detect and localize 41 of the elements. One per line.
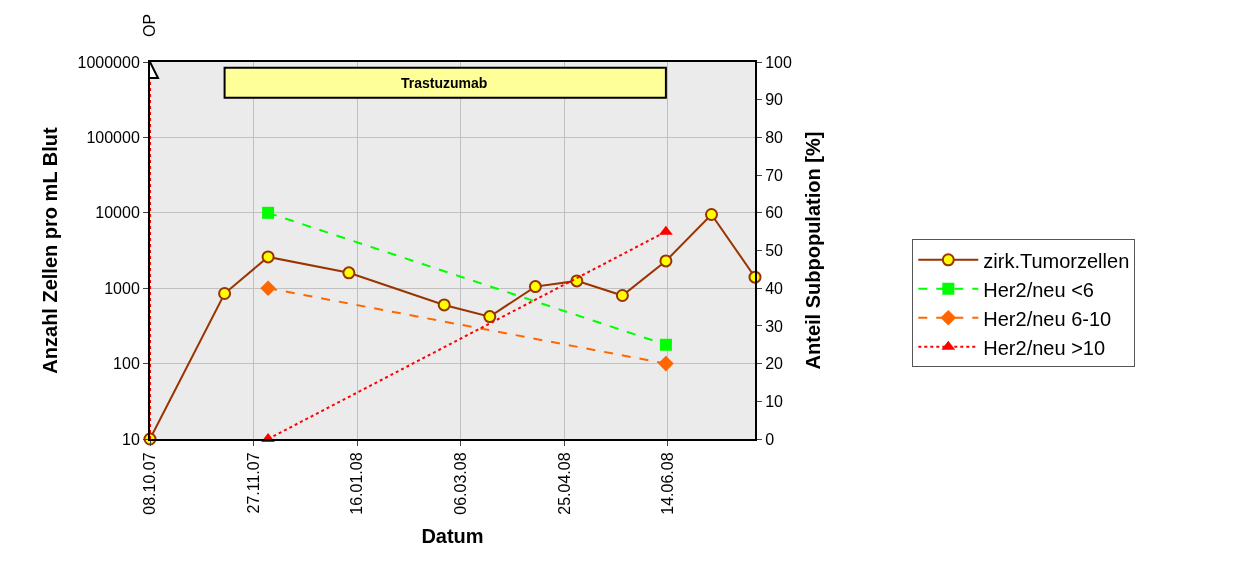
y-tick-label: 100 — [113, 355, 140, 373]
legend-label: Her2/neu <6 — [983, 278, 1094, 301]
band-label: Trastuzumab — [401, 75, 488, 91]
y2-tick-label: 80 — [765, 129, 784, 146]
point — [261, 250, 275, 264]
y2-tick-label: 60 — [765, 204, 784, 222]
y-tick-label: 1000000 — [77, 53, 140, 71]
x-tick-label: 16.01.08 — [348, 452, 366, 515]
point — [342, 266, 356, 280]
x-tick-label: 08.10.07 — [141, 452, 159, 515]
y2-tick-label: 100 — [765, 53, 792, 71]
x-axis-title: Datum — [421, 524, 484, 547]
y-tick-label: 10000 — [95, 204, 140, 222]
y2-tick-label: 10 — [765, 392, 784, 410]
ref-line-label: OP — [141, 13, 159, 37]
y2-tick-label: 0 — [765, 430, 775, 448]
point — [659, 254, 673, 268]
x-tick-label: 06.03.08 — [451, 452, 469, 515]
x-tick-label: 25.04.08 — [555, 452, 573, 515]
y2-tick-label: 50 — [765, 242, 784, 260]
point — [704, 207, 718, 221]
y2-tick-label: 40 — [765, 279, 784, 297]
x-tick-label: 27.11.07 — [244, 452, 262, 514]
y2-tick-label: 20 — [765, 355, 784, 373]
legend-label: Her2/neu >10 — [983, 336, 1106, 359]
legend-label: Her2/neu 6-10 — [983, 307, 1112, 330]
point — [437, 298, 451, 312]
point — [218, 287, 232, 301]
point — [528, 280, 542, 294]
y2-tick-label: 70 — [765, 166, 784, 184]
point — [615, 289, 629, 303]
y-tick-label: 1000 — [104, 279, 140, 297]
y-tick-label: 10 — [122, 430, 140, 448]
y2-tick-label: 30 — [765, 317, 784, 335]
x-tick-label: 14.06.08 — [659, 452, 677, 515]
legend-label: zirk.Tumorzellen — [983, 249, 1130, 272]
y-tick-label: 100000 — [86, 129, 140, 146]
y2-tick-label: 90 — [765, 91, 784, 109]
y-axis-title: Anzahl Zellen pro mL Blut — [38, 127, 61, 374]
y2-axis-title: Anteil Subpopulation [%] — [802, 131, 824, 370]
point — [483, 310, 497, 324]
